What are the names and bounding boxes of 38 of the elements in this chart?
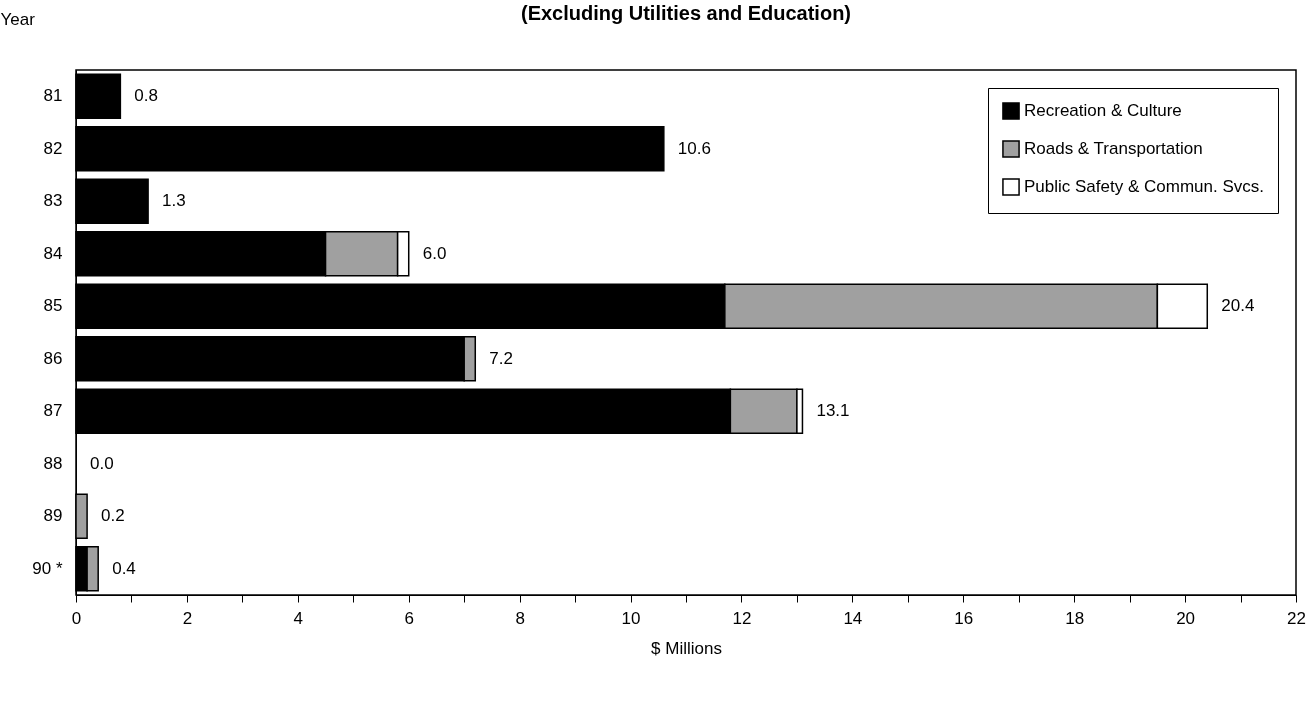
y-tick-label: 83 (43, 191, 63, 211)
chart-title: (Excluding Utilities and Education) (520, 2, 852, 24)
y-tick-label: 82 (43, 138, 63, 158)
total-label: 6.0 (422, 243, 447, 263)
x-tick-label: 20 (1176, 608, 1196, 628)
total-label: 0.8 (134, 86, 158, 106)
x-tick-label: 6 (404, 608, 414, 628)
x-tick-label: 12 (732, 608, 752, 628)
legend-label: Roads & Transportation (1024, 139, 1203, 158)
total-label: 10.6 (677, 138, 711, 158)
total-label: 13.1 (816, 401, 850, 421)
x-tick-label: 8 (515, 608, 525, 628)
y-axis-title: Year (0, 9, 36, 29)
y-tick-label: 89 (43, 506, 63, 526)
y-tick-label: 81 (43, 86, 63, 106)
x-tick-label: 0 (71, 608, 82, 628)
total-label: 7.2 (489, 348, 513, 368)
y-tick-label: 84 (43, 243, 63, 263)
legend-label: Public Safety & Commun. Svcs. (1024, 177, 1264, 196)
total-label: 0.4 (112, 558, 136, 578)
x-tick-label: 22 (1287, 608, 1306, 628)
x-tick-label: 18 (1065, 608, 1085, 628)
y-tick-label: 90 * (32, 558, 63, 578)
total-label: 20.4 (1221, 296, 1255, 316)
y-tick-label: 88 (43, 453, 63, 473)
x-tick-label: 4 (293, 608, 304, 628)
total-label: 0.2 (101, 506, 125, 526)
x-tick-label: 16 (954, 608, 974, 628)
x-axis-title: $ Millions (651, 638, 722, 658)
y-tick-label: 86 (43, 348, 63, 368)
y-tick-label: 85 (43, 296, 63, 316)
x-tick-label: 2 (182, 608, 193, 628)
legend-label: Recreation & Culture (1024, 101, 1182, 120)
total-label: 1.3 (162, 191, 186, 211)
text: 0.0 (90, 453, 114, 473)
y-tick-label: 87 (43, 401, 63, 421)
x-tick-label: 14 (843, 608, 863, 628)
x-tick-label: 10 (621, 608, 641, 628)
